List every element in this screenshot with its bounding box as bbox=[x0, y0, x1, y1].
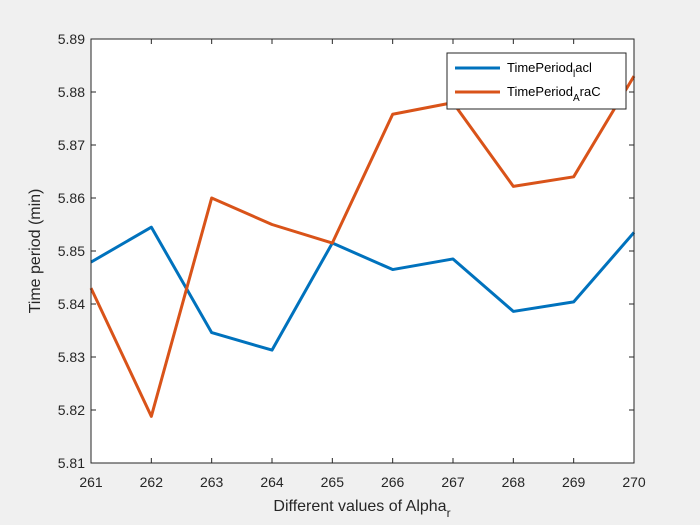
y-tick-label: 5.86 bbox=[58, 190, 85, 206]
x-tick-label: 265 bbox=[321, 474, 345, 490]
x-tick-label: 268 bbox=[502, 474, 526, 490]
x-tick-label: 261 bbox=[79, 474, 103, 490]
y-tick-label: 5.88 bbox=[58, 84, 85, 100]
y-tick-label: 5.83 bbox=[58, 349, 85, 365]
x-tick-label: 262 bbox=[140, 474, 164, 490]
x-tick-label: 270 bbox=[622, 474, 646, 490]
y-tick-label: 5.87 bbox=[58, 137, 85, 153]
plot-frame bbox=[90, 38, 635, 464]
legend: TimePeriodlacl TimePeriodAraC bbox=[446, 52, 627, 110]
x-axis: 261 262 263 264 265 266 267 268 269 270 bbox=[79, 39, 646, 490]
y-axis-label: Time period (min) bbox=[27, 189, 44, 314]
x-tick-label: 269 bbox=[562, 474, 586, 490]
series-line-1 bbox=[90, 225, 636, 352]
y-tick-label: 5.84 bbox=[58, 296, 85, 312]
x-axis-label: Different values of Alphar bbox=[273, 498, 450, 520]
y-tick-label: 5.85 bbox=[58, 243, 85, 259]
y-tick-label: 5.82 bbox=[58, 402, 85, 418]
y-axis: 5.81 5.82 5.83 5.84 5.85 5.86 5.87 5.88 5.89 bbox=[58, 31, 634, 471]
legend-label-series-1: TimePeriodlacl bbox=[507, 60, 592, 80]
plot-area bbox=[91, 39, 634, 463]
y-tick-label: 5.89 bbox=[58, 31, 85, 47]
legend-box bbox=[446, 52, 627, 110]
x-tick-label: 264 bbox=[260, 474, 284, 490]
x-tick-label: 266 bbox=[381, 474, 405, 490]
series-line-2 bbox=[89, 75, 636, 418]
x-tick-label: 267 bbox=[441, 474, 465, 490]
x-tick-label: 263 bbox=[200, 474, 224, 490]
legend-label-series-2: TimePeriodAraC bbox=[507, 84, 601, 104]
y-tick-label: 5.81 bbox=[58, 455, 85, 471]
